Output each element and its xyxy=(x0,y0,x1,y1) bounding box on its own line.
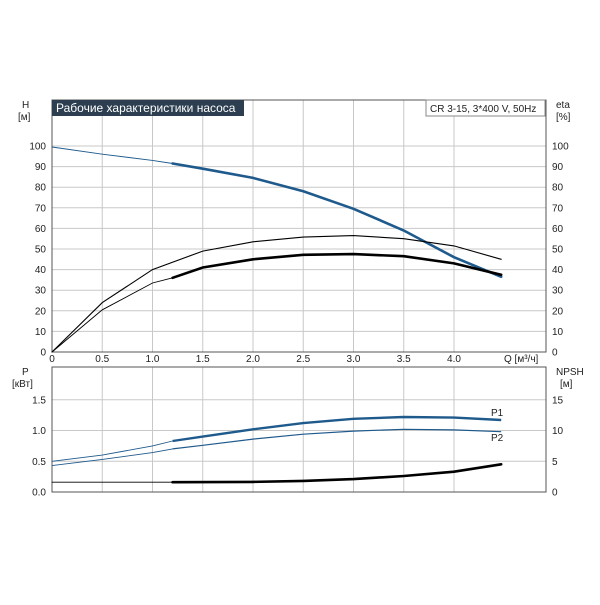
y-tick-right-top: 100 xyxy=(552,142,569,153)
y-tick-left-top: 70 xyxy=(35,203,47,214)
y-tick-left-top: 90 xyxy=(35,162,47,173)
series-label-p1: P1 xyxy=(491,408,504,419)
series-p1-thin xyxy=(51,440,173,462)
title-box xyxy=(52,100,244,116)
y-tick-right-bottom: 0 xyxy=(552,488,558,499)
y-right-unit-bottom: [м] xyxy=(560,379,573,390)
x-tick-label: 1.5 xyxy=(196,354,210,365)
y-left-label-top: H xyxy=(22,100,29,111)
y-tick-right-top: 40 xyxy=(552,265,564,276)
y-tick-left-top: 40 xyxy=(35,265,47,276)
x-axis-label: Q [м³/ч] xyxy=(504,354,539,365)
y-tick-left-top: 30 xyxy=(35,286,47,297)
y-tick-right-top: 80 xyxy=(552,183,564,194)
x-tick-label: 1.0 xyxy=(146,354,160,365)
y-tick-right-bottom: 10 xyxy=(552,426,564,437)
y-tick-right-top: 90 xyxy=(552,162,564,173)
chart-title: Рабочие характеристики насоса xyxy=(56,101,236,115)
y-tick-right-top: 60 xyxy=(552,224,564,235)
top-xticks: 0 0.5 1.0 1.5 2.0 2.5 3.0 3.5 4.0 xyxy=(49,354,461,365)
y-tick-right-top: 0 xyxy=(552,348,558,359)
x-tick-label: 3.0 xyxy=(347,354,361,365)
bottom-plot-frame xyxy=(51,366,547,493)
series-p2-thin xyxy=(51,448,173,467)
y-tick-right-top: 30 xyxy=(552,286,564,297)
y-tick-right-top: 20 xyxy=(552,306,564,317)
x-tick-label: 2.5 xyxy=(296,354,310,365)
y-tick-left-top: 80 xyxy=(35,183,47,194)
y-tick-right-top: 70 xyxy=(552,203,564,214)
y-tick-left-top: 50 xyxy=(35,245,47,256)
top-series-head-thin xyxy=(51,146,174,164)
series-label-p2: P2 xyxy=(491,433,504,444)
y-left-unit-bottom: [кВт] xyxy=(12,379,33,390)
y-left-unit-top: [м] xyxy=(18,112,31,123)
pump-info: CR 3-15, 3*400 V, 50Hz xyxy=(430,104,536,115)
x-tick-label: 4.0 xyxy=(447,354,461,365)
top-grid xyxy=(52,100,546,352)
y-tick-left-bottom: 0.0 xyxy=(32,488,46,499)
top-yticks-right: 0 10 20 30 40 50 60 70 80 90 100 xyxy=(552,142,569,359)
y-tick-left-bottom: 1.0 xyxy=(32,426,46,437)
y-tick-left-top: 100 xyxy=(29,142,46,153)
y-tick-right-bottom: 15 xyxy=(552,395,564,406)
x-tick-label: 0 xyxy=(49,354,55,365)
y-tick-right-top: 10 xyxy=(552,327,564,338)
bottom-series xyxy=(51,415,503,484)
y-tick-right-bottom: 5 xyxy=(552,457,558,468)
info-box xyxy=(425,99,546,117)
top-yticks-left: 0 10 20 30 40 50 60 70 80 90 100 xyxy=(29,142,46,359)
top-series-head-bold xyxy=(171,162,503,279)
x-tick-label: 2.0 xyxy=(246,354,260,365)
bottom-yticks-right: 0 5 10 15 xyxy=(552,395,564,498)
top-series xyxy=(51,146,503,353)
bottom-yticks-left: 0.0 0.5 1.0 1.5 xyxy=(32,395,46,498)
series-p1-bold xyxy=(172,415,502,443)
y-tick-left-bottom: 1.5 xyxy=(32,395,46,406)
x-tick-label: 3.5 xyxy=(397,354,411,365)
y-tick-left-top: 10 xyxy=(35,327,47,338)
top-series-efficiency-lower-bold xyxy=(171,252,503,280)
top-series-efficiency-lower-thin xyxy=(51,277,174,353)
y-tick-right-top: 50 xyxy=(552,245,564,256)
series-npsh-bold xyxy=(171,463,503,484)
y-tick-left-top: 0 xyxy=(40,348,46,359)
y-tick-left-top: 20 xyxy=(35,306,47,317)
series-p2-bold xyxy=(172,428,502,450)
y-right-label-bottom: NPSH xyxy=(556,367,584,378)
y-tick-left-bottom: 0.5 xyxy=(32,457,46,468)
y-right-unit-top: [%] xyxy=(556,112,571,123)
y-right-label-top: eta xyxy=(556,100,570,111)
y-tick-left-top: 60 xyxy=(35,224,47,235)
y-left-label-bottom: P xyxy=(22,367,29,378)
bottom-grid xyxy=(52,367,546,492)
x-tick-label: 0.5 xyxy=(95,354,109,365)
top-series-efficiency-upper xyxy=(51,235,502,353)
top-plot-frame xyxy=(51,99,547,353)
